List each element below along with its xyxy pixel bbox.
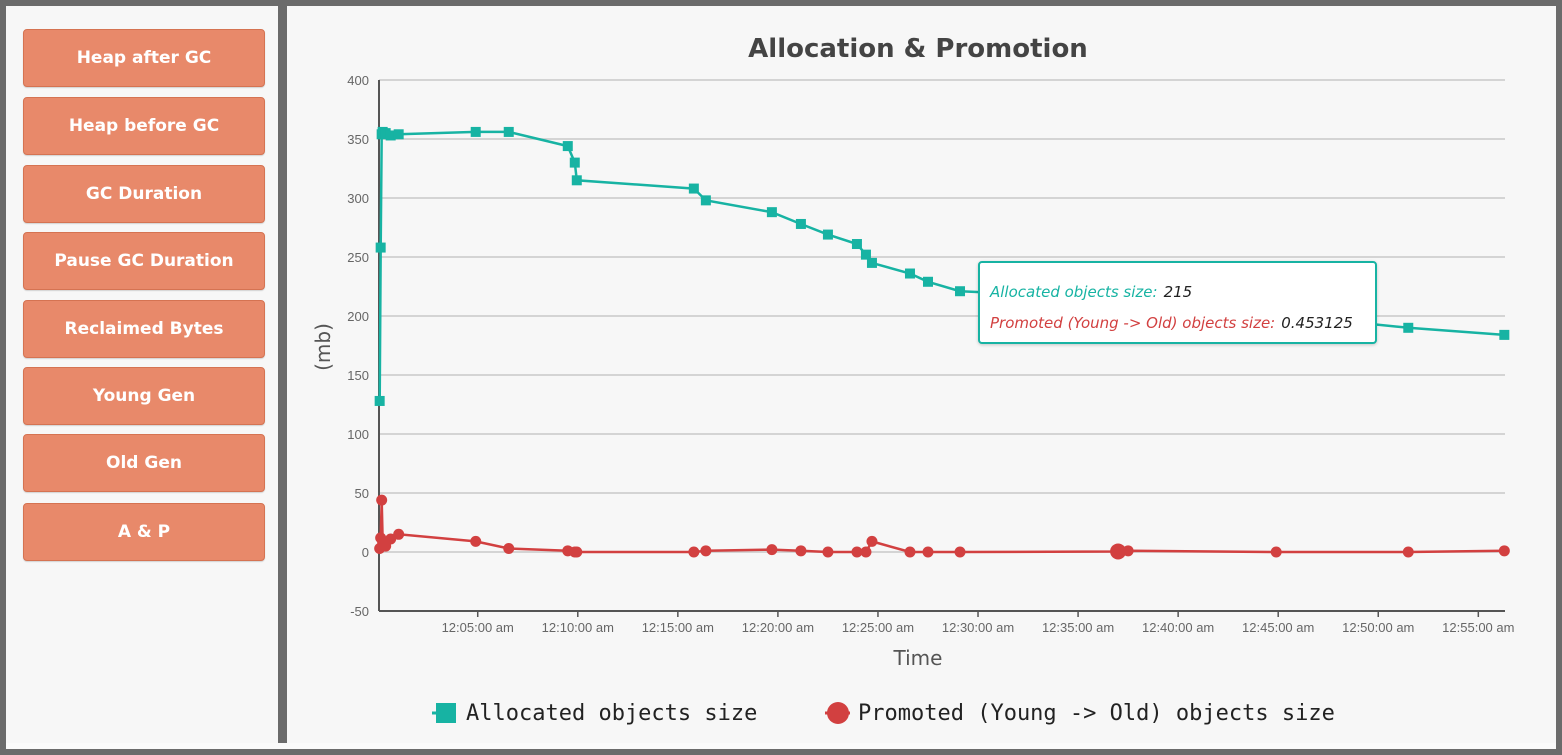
x-tick-label: 12:40:00 am bbox=[1142, 620, 1214, 635]
allocated-point bbox=[375, 242, 386, 253]
allocated-point bbox=[562, 141, 573, 152]
nav-button-heap-before-gc[interactable]: Heap before GC bbox=[23, 97, 265, 155]
nav-button-reclaimed-bytes[interactable]: Reclaimed Bytes bbox=[23, 300, 265, 358]
allocated-point bbox=[1403, 322, 1414, 333]
promoted-point bbox=[822, 546, 834, 558]
allocated-point bbox=[866, 257, 877, 268]
promoted-point bbox=[700, 545, 712, 557]
legend-promoted-label[interactable]: Promoted (Young -> Old) objects size bbox=[858, 701, 1335, 726]
tooltip-promoted-row: Promoted (Young -> Old) objects size: 0.4… bbox=[990, 308, 1375, 339]
allocated-point bbox=[922, 276, 933, 287]
x-tick-label: 12:10:00 am bbox=[542, 620, 614, 635]
y-tick-label: 400 bbox=[347, 73, 369, 88]
promoted-point bbox=[922, 546, 934, 558]
promoted-point bbox=[954, 546, 966, 558]
allocated-point bbox=[571, 175, 582, 186]
y-tick-label: 50 bbox=[355, 486, 369, 501]
x-tick-label: 12:35:00 am bbox=[1042, 620, 1114, 635]
panel-divider bbox=[278, 6, 287, 743]
allocated-point bbox=[955, 286, 966, 297]
chart-tooltip: Allocated objects size: 215 Promoted (You… bbox=[978, 261, 1377, 344]
allocated-point bbox=[700, 195, 711, 206]
x-axis-title: Time bbox=[893, 646, 943, 670]
tooltip-allocated-label: Allocated objects size: bbox=[990, 283, 1158, 301]
promoted-point bbox=[1402, 546, 1414, 558]
promoted-point bbox=[503, 542, 515, 554]
x-tick-label: 12:20:00 am bbox=[742, 620, 814, 635]
x-tick-label: 12:25:00 am bbox=[842, 620, 914, 635]
axis-layer: -50 0 50 100 150 200 250 300 350 400 12:05:00 am 12… bbox=[347, 73, 1514, 635]
promoted-point bbox=[688, 546, 700, 558]
tooltip-promoted-value: 0.453125 bbox=[1281, 314, 1353, 332]
tooltip-allocated-row: Allocated objects size: 215 bbox=[990, 277, 1375, 308]
promoted-point bbox=[851, 546, 863, 558]
nav-button-heap-after-gc[interactable]: Heap after GC bbox=[23, 29, 265, 87]
promoted-point bbox=[1498, 545, 1510, 557]
series-line-1 bbox=[378, 500, 1505, 554]
grid-layer bbox=[379, 79, 1505, 612]
promoted-point bbox=[376, 494, 388, 506]
promoted-point bbox=[904, 546, 916, 558]
allocated-point bbox=[766, 207, 777, 218]
promoted-point bbox=[393, 528, 405, 540]
nav-button-pause-gc-duration[interactable]: Pause GC Duration bbox=[23, 232, 265, 290]
promoted-hover-point bbox=[1110, 543, 1127, 560]
y-tick-label: 100 bbox=[347, 427, 369, 442]
y-tick-label: 150 bbox=[347, 368, 369, 383]
allocated-point bbox=[470, 126, 481, 137]
promoted-point bbox=[866, 535, 878, 547]
sidebar: Heap after GC Heap before GC GC Duration… bbox=[6, 6, 278, 743]
allocated-point bbox=[380, 128, 391, 139]
nav-button-a-and-p[interactable]: A & P bbox=[23, 503, 265, 561]
tooltip-promoted-label: Promoted (Young -> Old) objects size: bbox=[990, 314, 1276, 332]
allocated-point bbox=[503, 126, 514, 137]
x-tick-label: 12:30:00 am bbox=[942, 620, 1014, 635]
promoted-point bbox=[766, 544, 778, 556]
nav-button-young-gen[interactable]: Young Gen bbox=[23, 367, 265, 425]
nav-button-gc-duration[interactable]: GC Duration bbox=[23, 165, 265, 223]
y-tick-label: 300 bbox=[347, 191, 369, 206]
allocated-point bbox=[1499, 329, 1510, 340]
chart-title: Allocation & Promotion bbox=[748, 34, 1088, 64]
legend[interactable]: Allocated objects size Promoted (Young -… bbox=[432, 701, 1335, 726]
allocated-point bbox=[822, 229, 833, 240]
nav-button-old-gen[interactable]: Old Gen bbox=[23, 434, 265, 492]
legend-allocated-square-icon bbox=[436, 703, 456, 723]
promoted-point bbox=[571, 546, 583, 558]
allocated-point bbox=[904, 268, 915, 279]
y-tick-label: 250 bbox=[347, 250, 369, 265]
promoted-point bbox=[385, 533, 397, 545]
allocated-point bbox=[795, 218, 806, 229]
promoted-point bbox=[1270, 546, 1282, 558]
y-tick-label: 200 bbox=[347, 309, 369, 324]
promoted-point bbox=[860, 546, 872, 558]
promoted-point bbox=[795, 545, 807, 557]
legend-allocated-label[interactable]: Allocated objects size bbox=[466, 701, 757, 726]
y-tick-label: 350 bbox=[347, 132, 369, 147]
x-tick-label: 12:15:00 am bbox=[642, 620, 714, 635]
allocated-point bbox=[374, 395, 385, 406]
allocated-point bbox=[569, 157, 580, 168]
series-layer bbox=[374, 126, 1510, 560]
allocated-point bbox=[385, 130, 396, 141]
legend-promoted-circle-icon bbox=[827, 702, 849, 724]
y-tick-label: 0 bbox=[362, 545, 369, 560]
x-tick-label: 12:45:00 am bbox=[1242, 620, 1314, 635]
x-tick-label: 12:55:00 am bbox=[1442, 620, 1514, 635]
allocated-point bbox=[393, 129, 404, 140]
allocated-point bbox=[860, 249, 871, 260]
y-tick-label: -50 bbox=[350, 604, 369, 619]
y-axis-title: (mb) bbox=[311, 323, 335, 371]
allocated-point bbox=[688, 183, 699, 194]
tooltip-allocated-value: 215 bbox=[1163, 283, 1193, 301]
x-tick-label: 12:50:00 am bbox=[1342, 620, 1414, 635]
allocated-point bbox=[851, 239, 862, 250]
x-tick-label: 12:05:00 am bbox=[442, 620, 514, 635]
promoted-point bbox=[470, 535, 482, 547]
